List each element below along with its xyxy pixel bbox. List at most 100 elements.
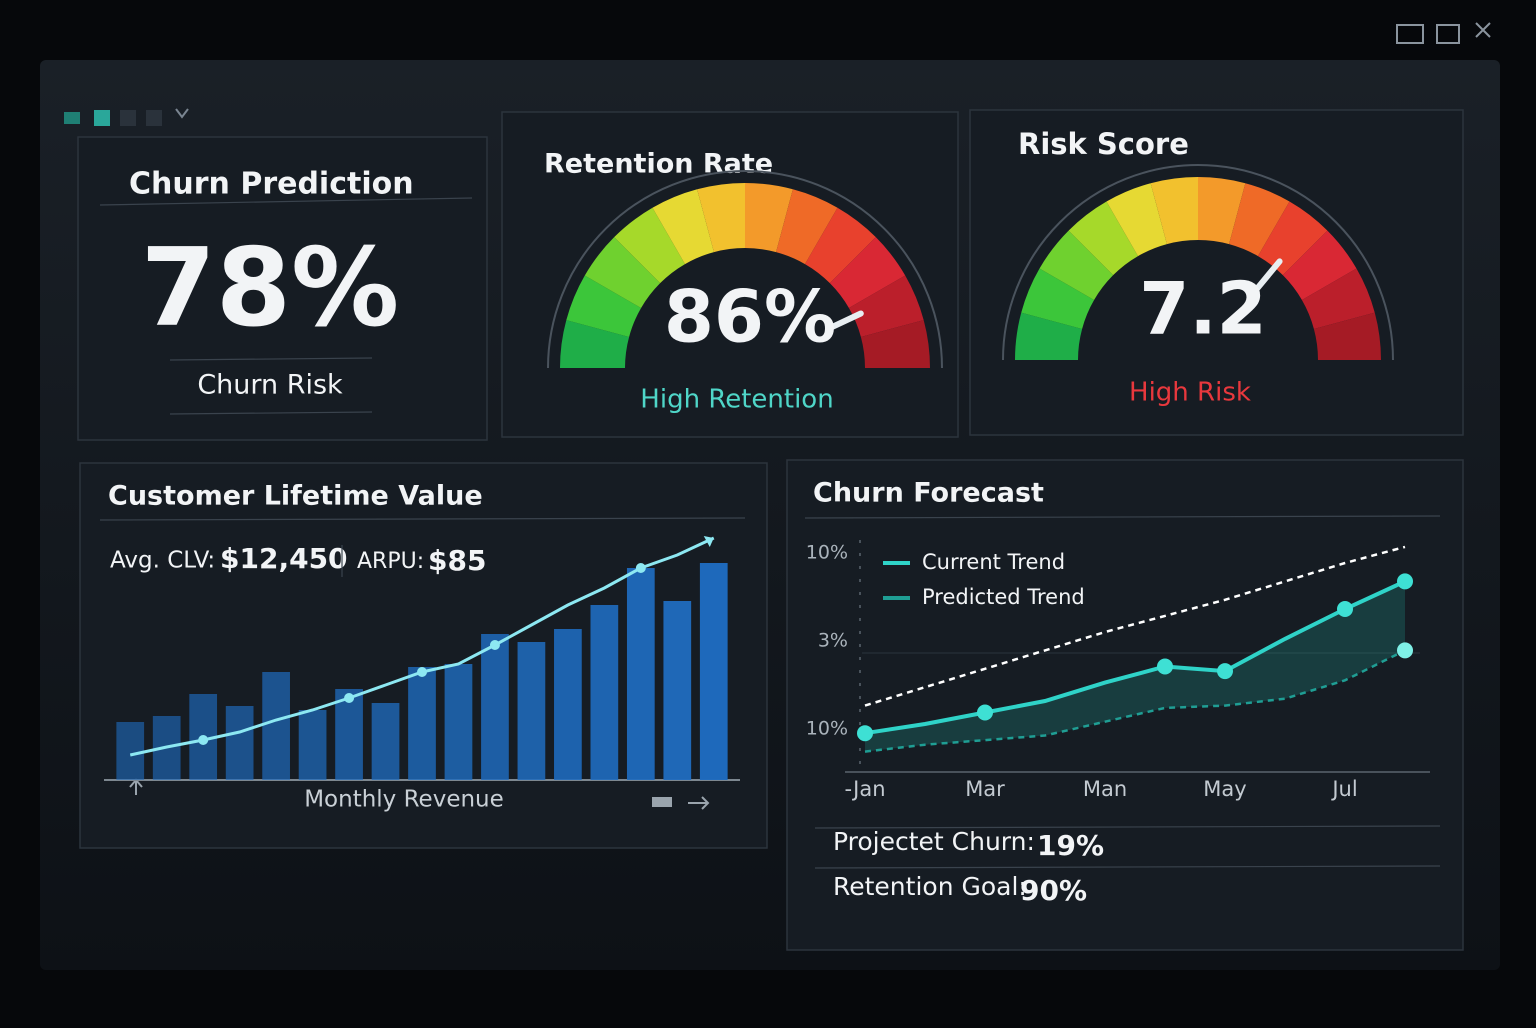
stat-label: Avg. CLV:	[110, 548, 215, 574]
gauge-segment	[560, 320, 630, 368]
divider	[99, 197, 473, 206]
divider	[99, 517, 746, 521]
bar	[371, 703, 400, 780]
toolbar-icon[interactable]	[94, 110, 110, 126]
window-button[interactable]	[1436, 24, 1460, 44]
x-tick-label: -Jan	[844, 777, 885, 801]
trend-arrow	[703, 536, 714, 547]
toolbar-dropdown[interactable]	[175, 108, 189, 119]
gauge-needle	[1253, 258, 1283, 293]
bar	[590, 605, 619, 780]
bar	[116, 722, 145, 780]
gauge-segment	[776, 189, 838, 265]
toolbar-icon[interactable]	[120, 110, 136, 126]
kpi-label: Churn Risk	[197, 370, 343, 401]
forecast-area	[865, 581, 1405, 752]
x-axis-label: Monthly Revenue	[304, 787, 504, 813]
y-axis-label: 10%	[806, 718, 848, 740]
series-point	[1397, 573, 1413, 590]
nav-arrow[interactable]	[688, 796, 710, 810]
gauge-value: 7.2	[1139, 267, 1267, 351]
summary-label: Retention Goal:	[833, 872, 1027, 901]
bar	[444, 664, 473, 780]
bar	[626, 568, 655, 780]
window-button[interactable]	[1396, 24, 1424, 44]
gauge-segment	[614, 207, 685, 284]
gauge-segment	[860, 320, 930, 368]
gauge-rim	[1002, 164, 1394, 361]
x-tick-label: May	[1203, 777, 1246, 801]
stat-value: $85	[428, 544, 486, 577]
gauge-segment	[829, 237, 906, 308]
window-close[interactable]	[1475, 22, 1491, 38]
bar	[554, 629, 582, 780]
legend-label: Current Trend	[922, 550, 1065, 574]
gauge-segment	[1258, 201, 1328, 276]
gauge-status: High Retention	[640, 385, 833, 415]
divider	[814, 865, 1441, 869]
y-axis-label: 3%	[818, 630, 848, 652]
gauge-segment	[745, 183, 793, 253]
x-tick-label: Mar	[965, 777, 1005, 801]
toolbar-icon[interactable]	[146, 110, 162, 126]
gauge-segment	[1301, 268, 1375, 329]
gauge-segment	[1106, 183, 1167, 257]
gauge-segment	[1015, 312, 1083, 360]
bar	[225, 706, 254, 780]
bar	[335, 689, 363, 780]
gauge-segment	[697, 183, 745, 253]
gauge-segment	[1039, 230, 1114, 300]
summary-value: 19%	[1037, 829, 1104, 862]
x-tick-label: Man	[1083, 777, 1127, 801]
card-title: Churn Prediction	[129, 167, 414, 202]
gauge-segment	[584, 237, 661, 308]
gauge-segment	[1198, 177, 1246, 245]
summary-value: 90%	[1020, 874, 1087, 907]
stat-value: $12,450	[220, 542, 348, 575]
bar	[408, 667, 436, 780]
series-line	[864, 579, 1406, 736]
series-point	[857, 725, 873, 742]
gauge-segment	[652, 189, 714, 265]
gauge-segment	[566, 275, 642, 337]
gauge-segment	[805, 207, 876, 284]
series-point	[977, 704, 993, 721]
trend-point	[344, 693, 355, 703]
x-tick-label: Jul	[1330, 777, 1357, 801]
bar	[663, 601, 692, 780]
chart-title: Churn Forecast	[813, 478, 1044, 509]
trend-point	[489, 640, 500, 650]
series-point	[1397, 642, 1413, 659]
panel	[77, 136, 488, 441]
divider	[804, 515, 1441, 519]
bar	[517, 642, 546, 780]
gauge-value: 86%	[664, 275, 836, 359]
legend-label: Predicted Trend	[922, 585, 1085, 609]
trend-point	[198, 735, 209, 745]
gauge-needle	[825, 310, 864, 332]
divider	[814, 825, 1441, 829]
trend-point	[635, 563, 646, 573]
gauge-status: High Risk	[1129, 378, 1251, 408]
gauge-title: Risk Score	[1018, 127, 1189, 161]
gauge-segment	[1282, 230, 1357, 300]
bar	[699, 563, 728, 780]
summary-label: Projectet Churn:	[833, 827, 1035, 856]
chart-title: Customer Lifetime Value	[108, 481, 483, 512]
series-point	[1337, 601, 1353, 617]
panel	[786, 459, 1464, 951]
nav-icon[interactable]	[652, 797, 672, 807]
divider	[169, 411, 373, 415]
gauge-segment	[1150, 177, 1198, 245]
bar	[298, 710, 327, 780]
gauge-segment	[1068, 201, 1138, 276]
trend-point	[417, 667, 427, 677]
divider	[169, 357, 373, 361]
toolbar-icon[interactable]	[64, 112, 80, 124]
gauge-title: Retention Rate	[544, 149, 773, 180]
stat-label: ARPU:	[357, 549, 424, 574]
bar	[481, 634, 509, 780]
gauge-segment	[848, 275, 924, 337]
y-axis-label: 10%	[806, 542, 848, 564]
kpi-value: 78%	[141, 226, 400, 351]
